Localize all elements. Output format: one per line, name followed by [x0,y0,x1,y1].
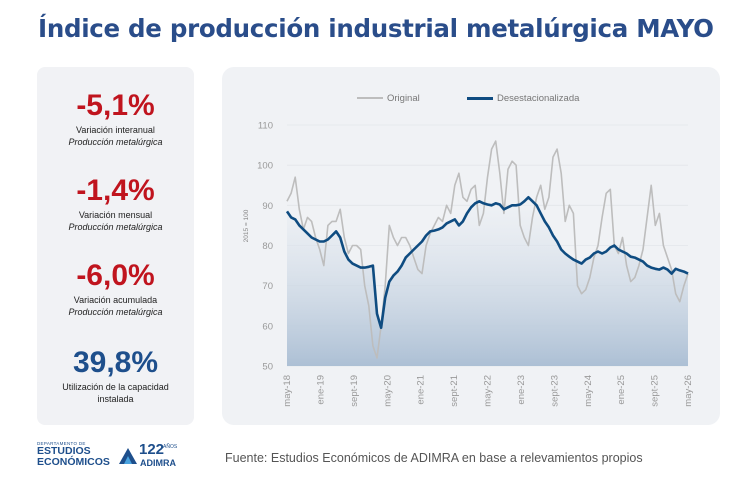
x-tick-labels: may-18 ene-19 sept-19 may-20 ene-21 sept-21 ma… [282,375,694,407]
y-tick-labels: 50 60 70 80 90 100 110 [257,121,273,373]
legend-item-desestacionalizada: Desestacionalizada [467,93,579,107]
metric-value: 39,8% [72,346,159,379]
metrics-panel: -5,1% Variación interanual Producción me… [37,67,194,425]
y-axis-label: 2015 = 100 [243,209,250,242]
metric-value: -1,4% [76,174,155,207]
y-tick-label: 90 [262,201,273,212]
y-tick-label: 80 [262,241,273,252]
legend-label-desestacionalizada: Desestacionalizada [497,93,580,104]
series-line-desestacionalizada [285,196,689,330]
series-line-original [286,140,689,359]
metric-sublabel: Producción metalúrgica [68,136,163,147]
x-tick-label: may-24 [583,375,594,407]
metric-label: Utilización de la capacidad [62,382,169,392]
x-tick-label: sept-25 [650,375,661,407]
y-tick-label: 100 [257,161,273,172]
legend-swatch-desestacionalizada [467,96,493,100]
metric-interanual: -5,1% Variación interanual Producción me… [37,89,194,148]
logo-line1: ESTUDIOS [37,445,91,457]
x-tick-label: may-20 [382,375,393,407]
metric-sublabel: Producción metalúrgica [68,221,163,232]
legend-label-original: Original [387,93,420,104]
metric-label: Variación acumulada [73,295,158,305]
adimra-years-number: 122 [139,441,165,458]
y-tick-label: 60 [262,321,273,332]
deseasonalized-area [287,197,688,366]
adimra-logo: 122 AÑOS ADIMRA [119,441,199,471]
adimra-mark-icon [119,448,137,464]
metric-mensual: -1,4% Variación mensual Producción metal… [37,174,194,233]
x-tick-label: ene-19 [315,375,326,405]
estudios-economicos-logo: DEPARTAMENTO DE ESTUDIOS ECONÓMICOS [37,441,117,468]
adimra-years-label: AÑOS [163,444,178,450]
metric-value: -5,1% [76,89,155,122]
y-tick-label: 110 [258,121,273,132]
metric-sublabel: instalada [97,393,134,404]
x-tick-label: may-26 [683,375,694,407]
legend-swatch-original [357,97,383,100]
source-note: Fuente: Estudios Económicos de ADIMRA en… [225,451,643,465]
legend-item-original: Original [357,93,420,107]
metric-label: Variación mensual [78,210,153,220]
x-tick-label: ene-25 [616,375,627,405]
x-tick-label: may-18 [282,375,293,407]
adimra-name: ADIMRA [140,458,176,468]
metric-capacidad: 39,8% Utilización de la capacidad instal… [37,346,194,405]
logo-small-text: DEPARTAMENTO DE [37,441,86,446]
metric-label: Variación interanual [76,125,155,135]
y-tick-label: 70 [262,281,273,292]
metric-acumulada: -6,0% Variación acumulada Producción met… [37,259,194,318]
x-tick-label: ene-21 [416,375,427,405]
y-tick-label: 50 [262,362,273,373]
logo-line2: ECONÓMICOS [37,456,110,468]
x-tick-label: sept-19 [349,375,360,407]
metric-value: -6,0% [76,259,155,292]
x-tick-label: sept-21 [449,375,460,407]
metric-sublabel: Producción metalúrgica [68,306,163,317]
x-tick-label: ene-23 [516,375,527,405]
x-tick-label: sept-23 [549,375,560,407]
x-tick-label: may-22 [483,375,494,407]
page-title: Índice de producción industrial metalúrg… [38,14,714,43]
